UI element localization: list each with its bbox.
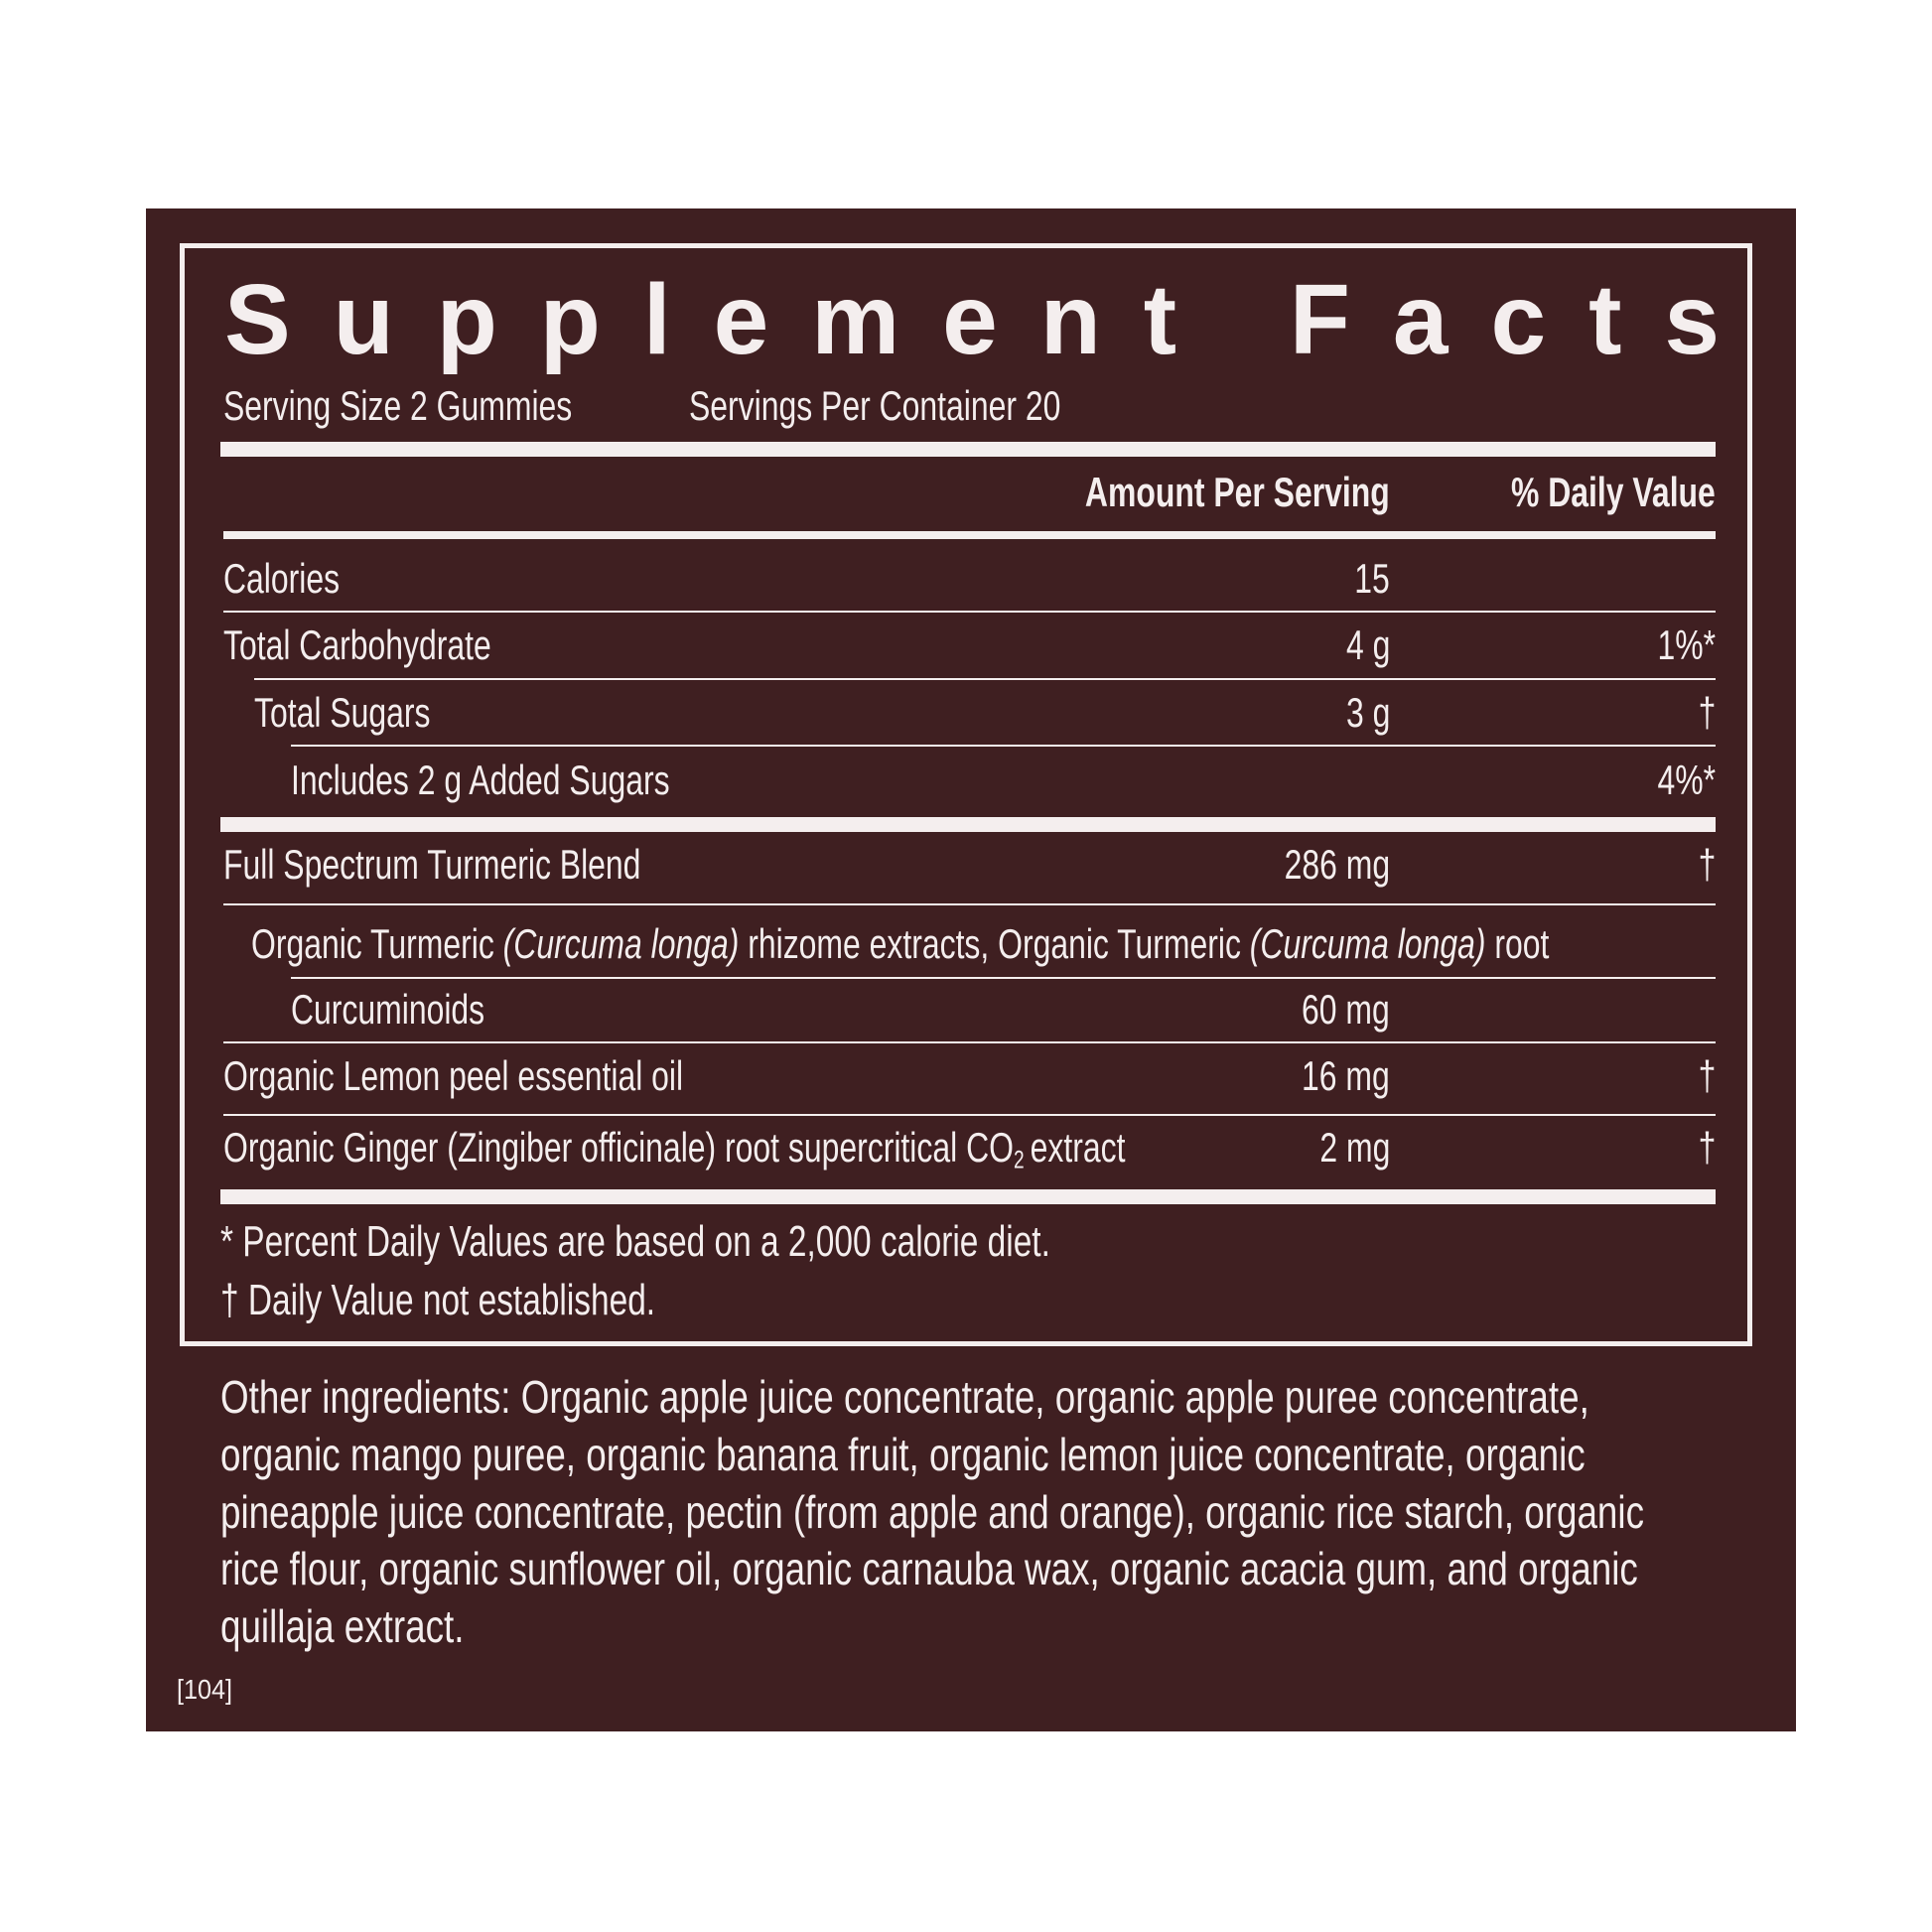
rule: [291, 977, 1716, 979]
label-code: [104]: [177, 1674, 233, 1705]
name-part: rhizome extracts, Organic Turmeric: [739, 920, 1250, 967]
servings-per-container: Servings Per Container 20: [689, 382, 1061, 429]
amount: 2 mg: [1319, 1124, 1390, 1171]
nutrient-name: Calories: [223, 555, 341, 602]
rule: [291, 745, 1716, 747]
nutrient-name: Curcuminoids: [291, 986, 485, 1033]
nutrient-name: Total Carbohydrate: [223, 621, 491, 668]
label-panel: [146, 208, 1796, 1731]
subscript: 2: [1013, 1146, 1025, 1174]
other-ingredients-line: quillaja extract.: [220, 1600, 465, 1653]
footnote: * Percent Daily Values are based on a 2,…: [220, 1217, 1050, 1266]
daily-value: 4%*: [1657, 757, 1716, 803]
nutrient-name: Organic Turmeric (Curcuma longa) rhizome…: [251, 923, 1549, 965]
other-ingredients-line: Other ingredients: Organic apple juice c…: [220, 1371, 1589, 1423]
column-header: Amount Per Serving: [1085, 469, 1390, 515]
daily-value: †: [1698, 689, 1716, 736]
column-header: % Daily Value: [1511, 469, 1716, 515]
rule: [223, 531, 1716, 539]
title: Supplement Facts: [224, 268, 1720, 375]
nutrient-name: Full Spectrum Turmeric Blend: [223, 841, 641, 888]
amount: 60 mg: [1302, 986, 1390, 1033]
daily-value: †: [1698, 841, 1716, 888]
name-part: extract: [1030, 1124, 1126, 1171]
title-svg: Supplement Facts: [224, 268, 1720, 375]
rule: [254, 678, 1716, 680]
amount: 16 mg: [1302, 1052, 1390, 1099]
amount: 286 mg: [1284, 841, 1390, 888]
serving-size: Serving Size 2 Gummies: [223, 382, 573, 429]
daily-value: †: [1698, 1052, 1716, 1099]
amount: 4 g: [1345, 621, 1390, 668]
name-part: (Curcuma longa): [1249, 920, 1486, 967]
rule: [223, 611, 1716, 613]
daily-value: 1%*: [1657, 621, 1716, 668]
rule: [223, 903, 1716, 905]
name-part: Organic Turmeric: [251, 920, 503, 967]
amount: 15: [1354, 555, 1390, 602]
rule: [223, 1041, 1716, 1043]
nutrient-name: Includes 2 g Added Sugars: [291, 757, 670, 803]
other-ingredients-line: rice flour, organic sunflower oil, organ…: [220, 1543, 1638, 1595]
name-part: Organic Ginger (Zingiber officinale) roo…: [223, 1124, 1014, 1171]
other-ingredients-line: organic mango puree, organic banana frui…: [220, 1428, 1586, 1480]
name-part: root: [1485, 920, 1550, 967]
nutrient-name: Organic Ginger (Zingiber officinale) roo…: [223, 1127, 1125, 1173]
other-ingredients-line: pineapple juice concentrate, pectin (fro…: [220, 1485, 1644, 1538]
nutrient-name: Total Sugars: [254, 689, 431, 736]
amount: 3 g: [1345, 689, 1390, 736]
rule: [220, 441, 1716, 457]
daily-value: †: [1698, 1124, 1716, 1171]
footnote: † Daily Value not established.: [220, 1276, 656, 1324]
rule: [220, 1188, 1716, 1204]
name-part: (Curcuma longa): [502, 920, 740, 967]
rule: [223, 1114, 1716, 1116]
facts-box: [180, 243, 1752, 1346]
nutrient-name: Organic Lemon peel essential oil: [223, 1052, 684, 1099]
rule: [220, 816, 1716, 832]
